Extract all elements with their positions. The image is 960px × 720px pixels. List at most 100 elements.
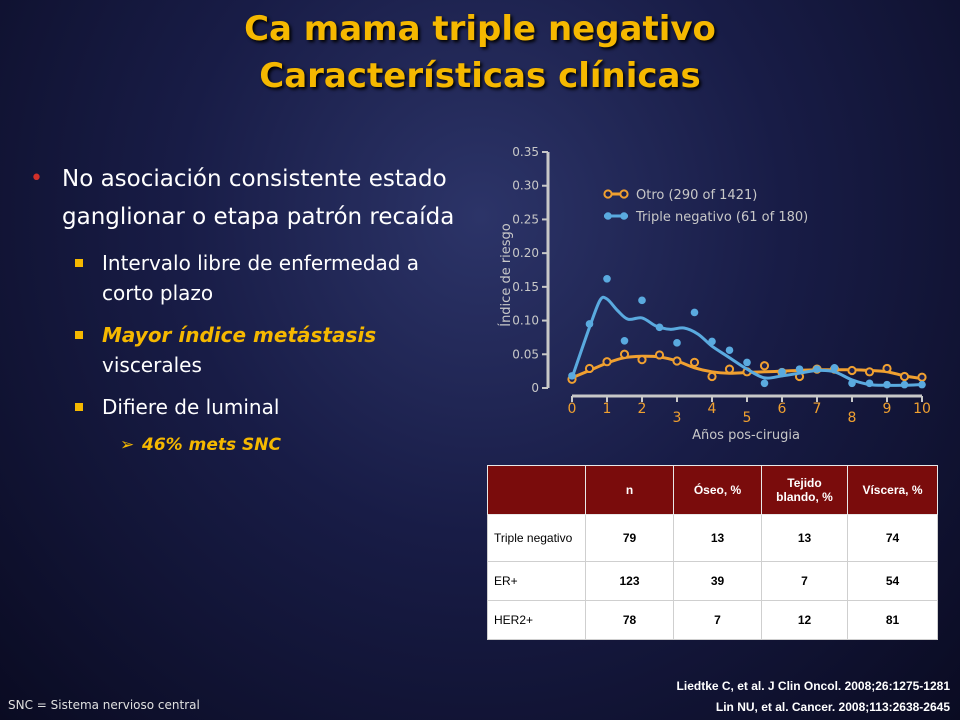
x-axis-label: Años pos-cirugia: [692, 428, 800, 443]
x-tick-label: 2: [638, 401, 647, 417]
series-triple-negativo: [568, 274, 926, 389]
x-tick-label: 3: [673, 410, 682, 426]
legend-item: Triple negativo (61 of 180): [604, 210, 808, 225]
table-cell: 54: [847, 561, 938, 601]
table-row-label: HER2+: [487, 600, 586, 640]
sub-sub-bullet-text: 46% mets SNC: [142, 435, 281, 455]
sub-bullet-2: Mayor índice metástasis viscerales: [30, 320, 470, 380]
table-cell: 7: [673, 600, 762, 640]
legend-marker: [603, 189, 613, 199]
data-point: [760, 379, 769, 388]
reference-2: Lin NU, et al. Cancer. 2008;113:2638-264…: [715, 700, 950, 714]
table-row: HER2+ 78 7 12 81: [487, 600, 938, 640]
legend-marker: [619, 189, 629, 199]
data-point: [602, 357, 612, 367]
data-point: [917, 372, 927, 382]
reference-1: Liedtke C, et al. J Clin Oncol. 2008;26:…: [676, 679, 950, 693]
legend-marker: [604, 212, 612, 220]
table-header-cell: [487, 465, 586, 515]
data-point: [637, 355, 647, 365]
metastasis-table: n Óseo, % Tejido blando, % Víscera, % Tr…: [487, 465, 938, 640]
data-point: [707, 371, 717, 382]
sub-sub-bullet: ➢ 46% mets SNC: [30, 432, 470, 458]
table-row: ER+ 123 39 7 54: [487, 561, 938, 601]
table-header-cell: n: [585, 465, 674, 515]
x-tick-label: 5: [743, 410, 752, 426]
x-tick-label: 7: [813, 401, 822, 417]
data-point: [689, 357, 700, 367]
data-point: [619, 349, 630, 359]
table-cell: 13: [673, 514, 762, 562]
sub-bullet-1-text: Intervalo libre de enfermedad a corto pl…: [102, 251, 420, 305]
data-point: [603, 274, 611, 283]
table-row: Triple negativo 79 13 13 74: [487, 514, 938, 562]
data-point: [654, 350, 665, 360]
slide-title: Ca mama triple negativo Características …: [0, 6, 960, 100]
data-point: [759, 361, 770, 371]
table-cell: 7: [761, 561, 848, 601]
bullet-main: • No asociación consistente estado gangl…: [30, 160, 470, 236]
data-point: [864, 367, 875, 377]
x-tick-label: 9: [883, 401, 892, 417]
square-bullet-icon: [75, 331, 83, 339]
data-point: [778, 368, 786, 376]
data-point: [725, 346, 734, 355]
data-point: [743, 358, 751, 367]
legend-label: Triple negativo (61 of 180): [635, 210, 808, 225]
sub-bullet-1: Intervalo libre de enfermedad a corto pl…: [30, 248, 470, 308]
sub-bullet-3: Difiere de luminal: [30, 392, 470, 422]
x-tick-label: 4: [708, 401, 717, 417]
data-point: [724, 364, 735, 374]
references: Liedtke C, et al. J Clin Oncol. 2008;26:…: [677, 676, 950, 718]
data-point: [673, 339, 681, 347]
y-tick-label: 0.30: [512, 179, 539, 193]
data-point: [620, 337, 629, 345]
data-point: [585, 320, 594, 328]
legend-item: Otro (290 of 1421): [603, 188, 757, 203]
data-point: [883, 380, 891, 389]
table-header-cell: Óseo, %: [673, 465, 762, 515]
sub-bullet-3-text: Difiere de luminal: [102, 395, 280, 419]
arrow-bullet-icon: ➢: [120, 435, 135, 455]
data-point: [848, 379, 856, 388]
series-otro: [567, 349, 927, 384]
x-tick-label: 6: [778, 401, 787, 417]
table-header-cell: Víscera, %: [847, 465, 938, 515]
bullet-dot-icon: •: [30, 166, 43, 191]
square-bullet-icon: [75, 259, 83, 267]
square-bullet-icon: [75, 403, 83, 411]
x-tick-label: 0: [568, 401, 577, 417]
table-cell: 74: [847, 514, 938, 562]
y-tick-label: 0.25: [512, 212, 539, 226]
table-row-label: Triple negativo: [487, 514, 586, 562]
x-tick-label: 1: [603, 401, 612, 417]
table-row-label: ER+: [487, 561, 586, 601]
y-tick-label: 0.15: [512, 280, 539, 294]
data-point: [899, 371, 910, 382]
legend-marker: [620, 212, 628, 220]
data-point: [568, 372, 576, 380]
x-tick-label: 8: [848, 410, 857, 426]
y-tick-label: 0.10: [512, 314, 539, 328]
table-header-row: n Óseo, % Tejido blando, % Víscera, %: [487, 465, 938, 515]
table-cell: 81: [847, 600, 938, 640]
bullet-main-text: No asociación consistente estado ganglio…: [62, 166, 455, 230]
table-cell: 78: [585, 600, 674, 640]
data-point: [584, 363, 595, 374]
legend-label: Otro (290 of 1421): [636, 188, 757, 203]
bullet-list: • No asociación consistente estado gangl…: [30, 160, 470, 458]
data-point: [847, 365, 857, 376]
data-point: [900, 380, 909, 389]
data-point: [813, 365, 821, 373]
footnote: SNC = Sistema nervioso central: [8, 698, 200, 712]
table-cell: 39: [673, 561, 762, 601]
sub-bullet-2-text: viscerales: [102, 353, 202, 377]
title-line-1: Ca mama triple negativo: [244, 9, 716, 49]
table-cell: 13: [761, 514, 848, 562]
y-tick-label: 0.20: [512, 246, 539, 260]
x-tick-label: 10: [913, 401, 931, 417]
data-point: [708, 337, 716, 346]
y-tick-label: 0.35: [512, 145, 539, 159]
data-point: [672, 356, 682, 366]
table-cell: 123: [585, 561, 674, 601]
